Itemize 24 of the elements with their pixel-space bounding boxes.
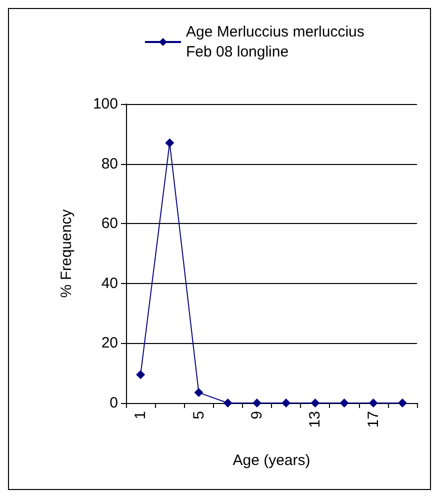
point [398, 398, 407, 408]
point [165, 138, 174, 148]
y-tick-label: 80 [101, 155, 118, 172]
y-tick-label: 60 [101, 215, 118, 232]
x-tick-label: 1 [132, 411, 150, 420]
point [223, 398, 232, 408]
x-axis-title: Age (years) [232, 452, 310, 469]
point [310, 398, 320, 408]
point [194, 388, 204, 398]
point [340, 398, 349, 408]
y-axis-title: % Frequency [58, 208, 75, 298]
x-tick-label: 9 [248, 411, 266, 420]
x-tick-label: 5 [190, 411, 208, 420]
x-tick-label: 13 [306, 411, 324, 428]
point [136, 370, 146, 380]
point [282, 398, 291, 408]
y-tick-label: 40 [101, 274, 118, 292]
point [368, 398, 378, 408]
y-tick-label: 100 [92, 96, 118, 112]
point [252, 398, 262, 408]
legend-label: Age Merluccius merluccius Feb 08 longline [186, 24, 364, 60]
y-tick-label: 20 [101, 334, 118, 352]
y-tick-label: 0 [110, 394, 118, 412]
x-tick-label: 17 [364, 411, 382, 428]
